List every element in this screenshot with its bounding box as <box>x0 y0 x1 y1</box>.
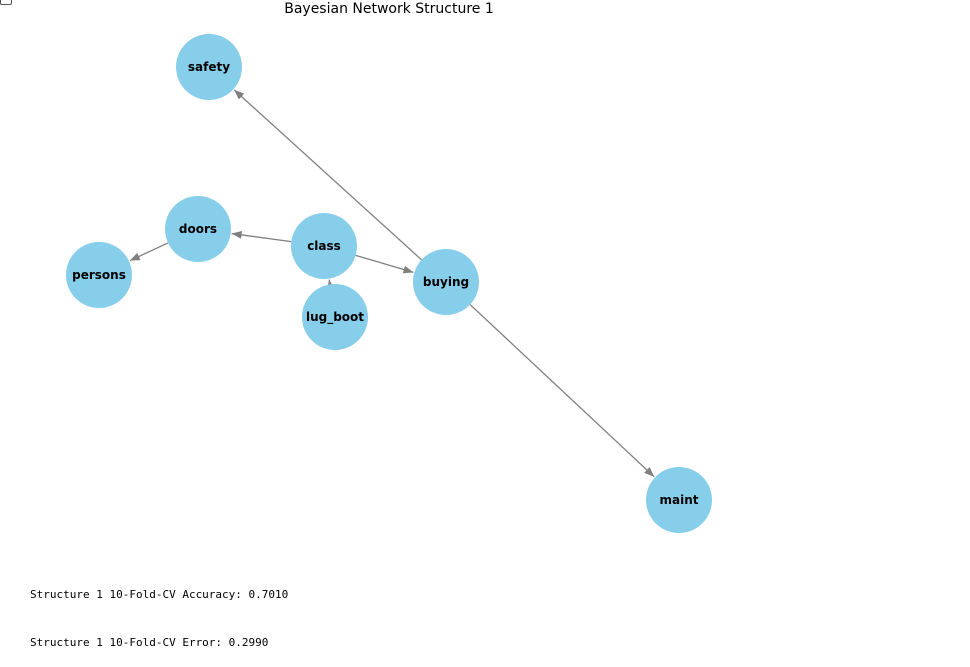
collapse-marker-icon <box>0 0 12 5</box>
edge-buying-to-maint <box>469 304 655 478</box>
node-doors: doors <box>165 196 231 262</box>
node-circle-buying <box>413 249 479 315</box>
edge-class-to-doors <box>231 230 292 243</box>
node-buying: buying <box>413 249 479 315</box>
node-safety: safety <box>176 34 242 100</box>
cv-output: Structure 1 10-Fold-CV Accuracy: 0.7010 … <box>30 555 288 667</box>
error-line: Structure 1 10-Fold-CV Error: 0.2990 <box>30 636 269 649</box>
node-label-class: class <box>307 239 341 253</box>
edge-doors-to-persons <box>129 242 169 262</box>
diagram-title: Bayesian Network Structure 1 <box>284 1 494 17</box>
network-graph: safety doors persons class lug_boot buying mai… <box>66 34 712 533</box>
node-label-persons: persons <box>72 268 126 282</box>
node-label-buying: buying <box>423 275 469 289</box>
edges-layer <box>129 89 655 478</box>
node-class: class <box>291 213 357 279</box>
node-circle-lug_boot <box>302 284 368 350</box>
edge-lug_boot-to-class <box>326 279 335 291</box>
edge-buying-to-safety <box>233 89 422 261</box>
node-label-doors: doors <box>179 222 217 236</box>
edge-class-to-buying <box>355 254 414 274</box>
accuracy-line: Structure 1 10-Fold-CV Accuracy: 0.7010 <box>30 588 289 601</box>
node-persons: persons <box>66 242 132 308</box>
node-label-maint: maint <box>660 493 699 507</box>
node-circle-persons <box>66 242 132 308</box>
node-lug_boot: lug_boot <box>302 284 368 350</box>
node-maint: maint <box>646 467 712 533</box>
node-circle-doors <box>165 196 231 262</box>
node-circle-maint <box>646 467 712 533</box>
node-circle-class <box>291 213 357 279</box>
node-label-safety: safety <box>188 60 230 74</box>
nodes-layer: safety doors persons class lug_boot buying mai… <box>66 34 712 533</box>
node-circle-safety <box>176 34 242 100</box>
node-label-lug_boot: lug_boot <box>306 310 364 325</box>
